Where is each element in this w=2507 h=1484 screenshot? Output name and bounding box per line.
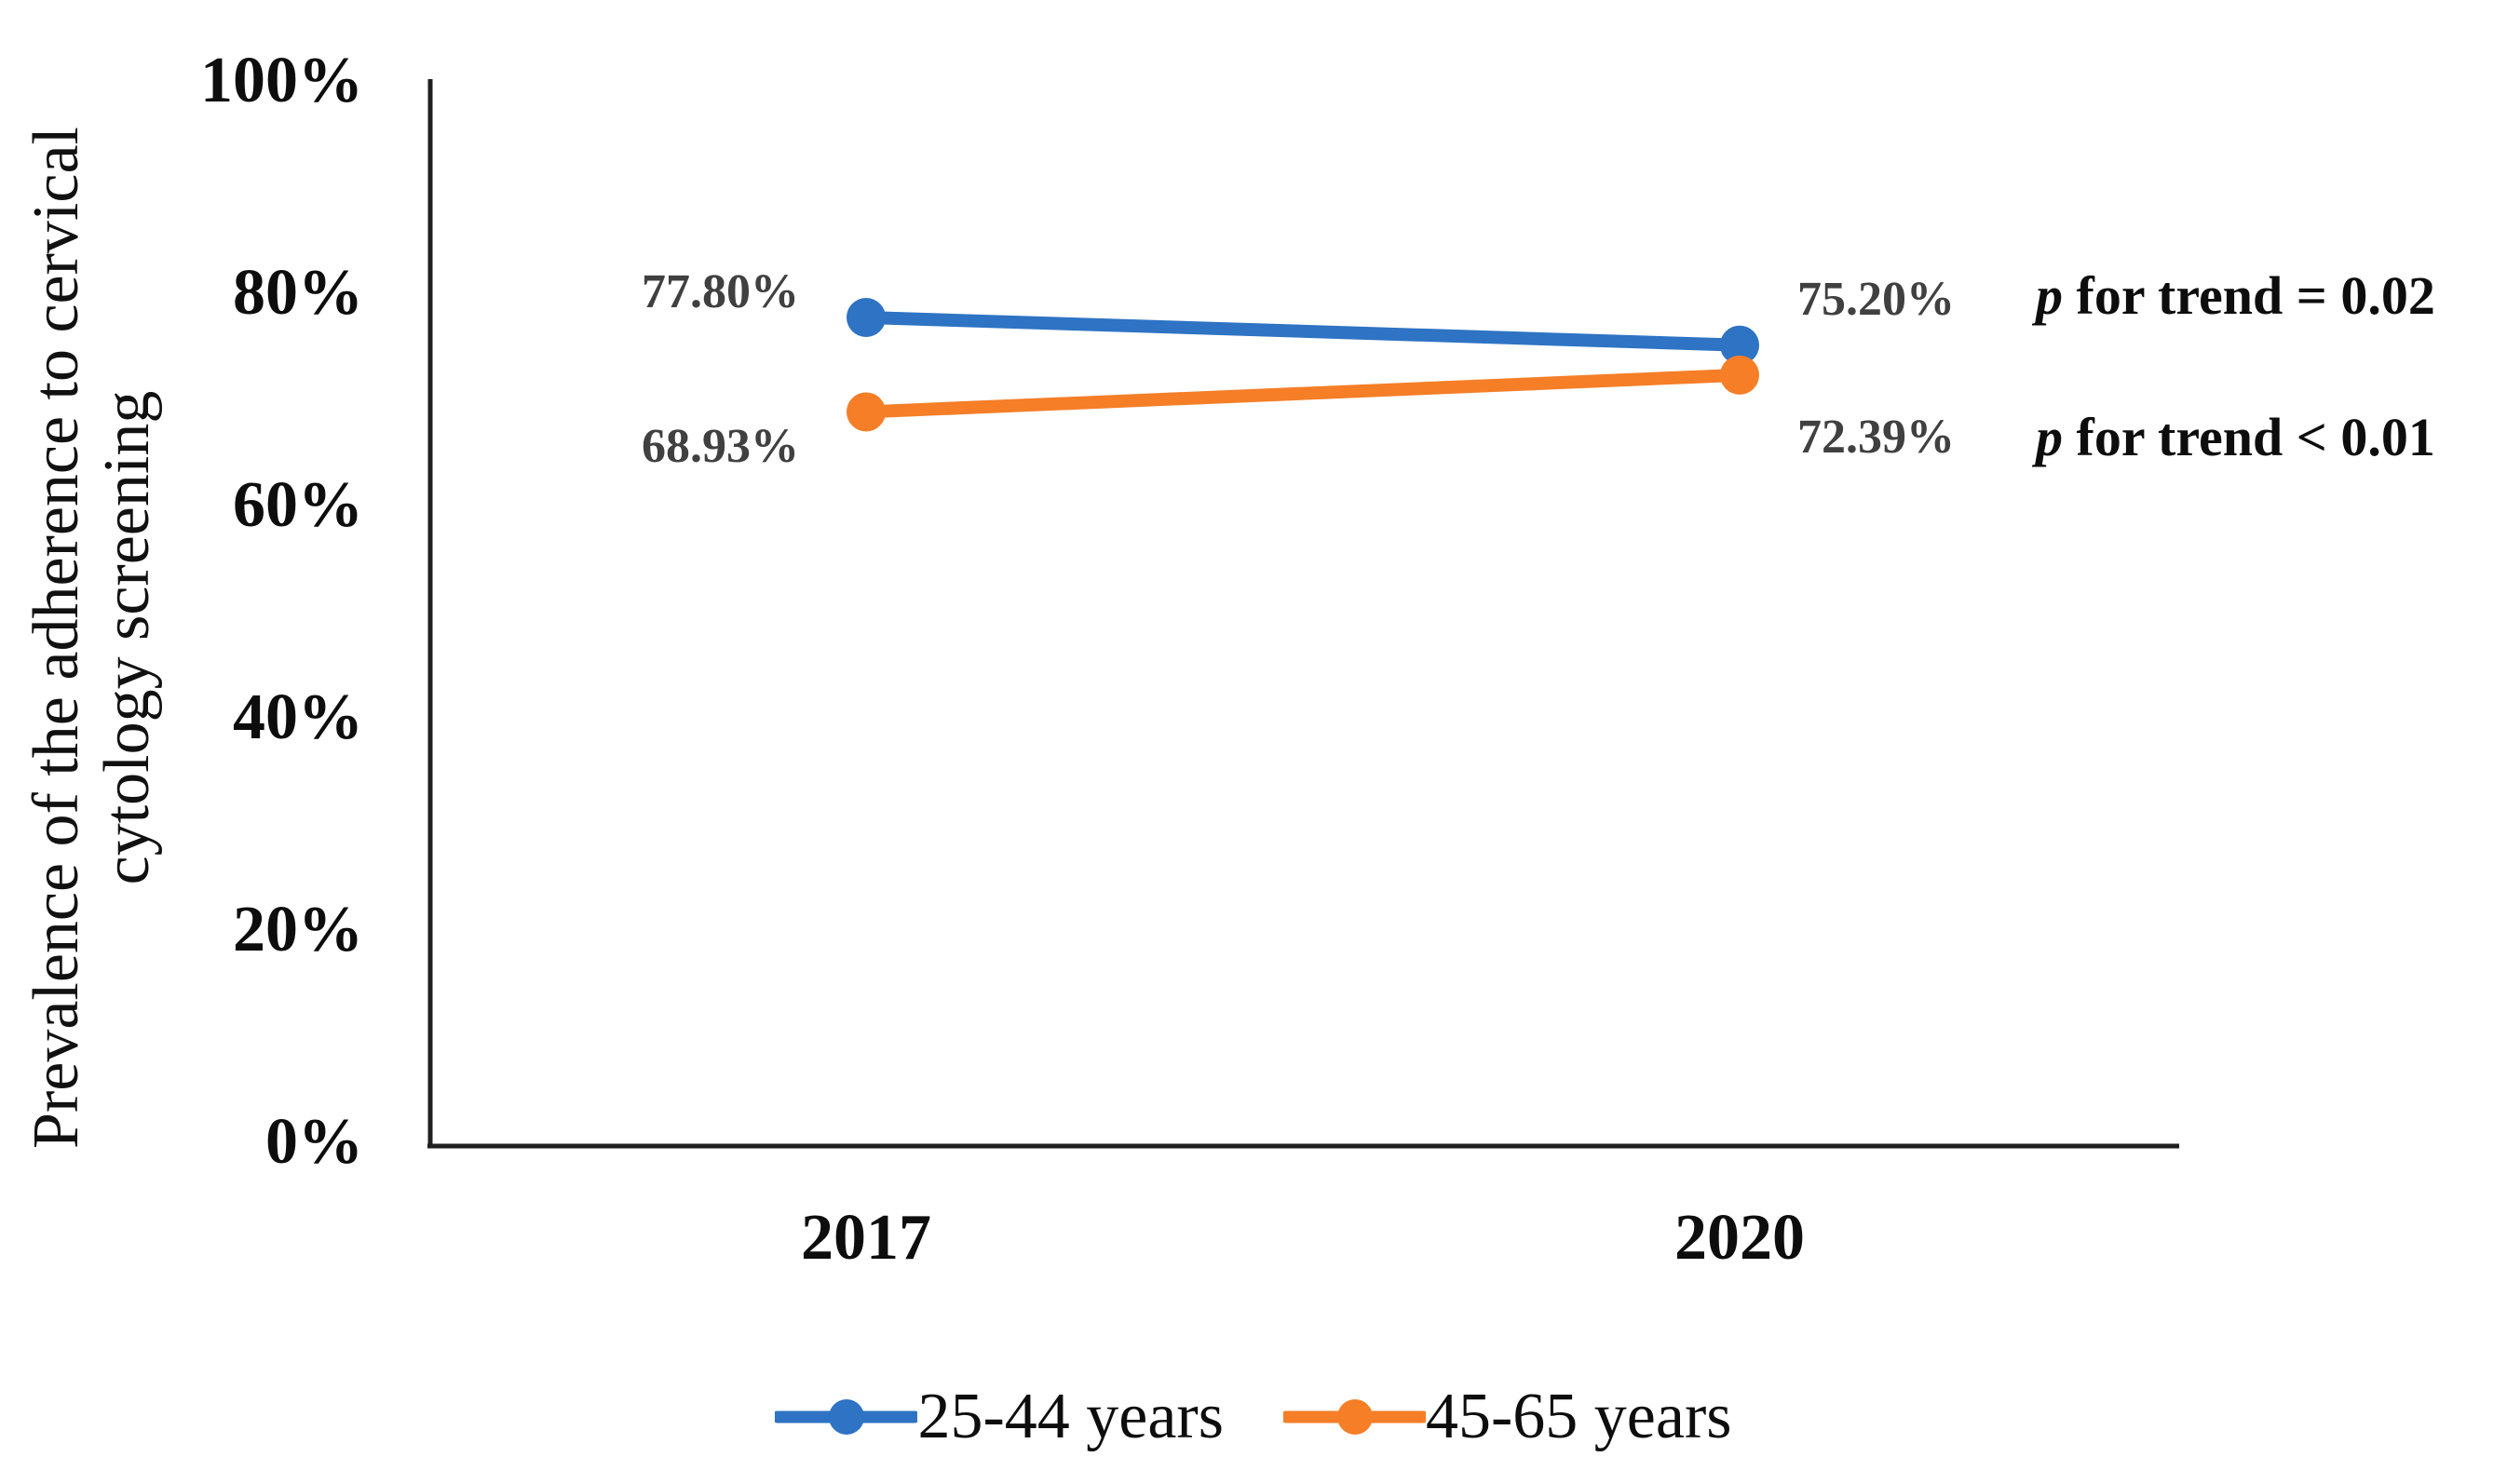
y-tick-40: 40% xyxy=(233,681,363,753)
series-line-25-44-years xyxy=(860,310,1746,352)
p-symbol: p xyxy=(2036,407,2063,467)
y-tick-60: 60% xyxy=(233,469,363,541)
data-point-45-65-years-2017 xyxy=(847,392,886,432)
data-label-45-65-2020: 72.39% xyxy=(1797,411,1955,464)
data-label-45-65-2017: 68.93% xyxy=(642,420,799,473)
p-trend-text: for trend < 0.01 xyxy=(2063,407,2435,467)
series-line-45-65-years xyxy=(860,368,1746,419)
y-tick-80: 80% xyxy=(233,257,363,329)
p-symbol: p xyxy=(2036,265,2063,326)
x-tick-2017: 2017 xyxy=(801,1202,931,1274)
data-point-45-65-years-2020 xyxy=(1720,355,1759,395)
p-trend-text: for trend = 0.02 xyxy=(2063,265,2435,326)
legend-line-marker-icon xyxy=(1283,1399,1426,1435)
data-label-25-44-2020: 75.20% xyxy=(1797,273,1955,326)
y-tick-0: 0% xyxy=(265,1106,363,1178)
data-label-25-44-2017: 77.80% xyxy=(642,265,799,318)
y-axis-title-line2: cytology screening xyxy=(91,390,163,885)
legend: 25-44 years 45-65 years xyxy=(0,1380,2507,1454)
legend-item-45-65: 45-65 years xyxy=(1283,1380,1732,1454)
data-point-25-44-years-2017 xyxy=(847,297,886,337)
legend-label-45-65: 45-65 years xyxy=(1426,1381,1732,1452)
y-tick-20: 20% xyxy=(233,894,363,965)
y-tick-100: 100% xyxy=(200,45,363,116)
y-axis-title: Prevalence of the adherence to cervical … xyxy=(20,33,165,1243)
p-trend-annotation-45-65: p for trend < 0.01 xyxy=(2036,410,2435,465)
legend-label-25-44: 25-44 years xyxy=(917,1381,1224,1452)
legend-item-25-44: 25-44 years xyxy=(775,1380,1224,1454)
data-point-25-44-years-2020 xyxy=(1720,325,1759,365)
x-tick-2020: 2020 xyxy=(1674,1202,1805,1274)
p-trend-annotation-25-44: p for trend = 0.02 xyxy=(2036,268,2435,324)
y-axis-title-line1: Prevalence of the adherence to cervical xyxy=(20,127,92,1149)
legend-line-marker-icon xyxy=(775,1399,918,1435)
